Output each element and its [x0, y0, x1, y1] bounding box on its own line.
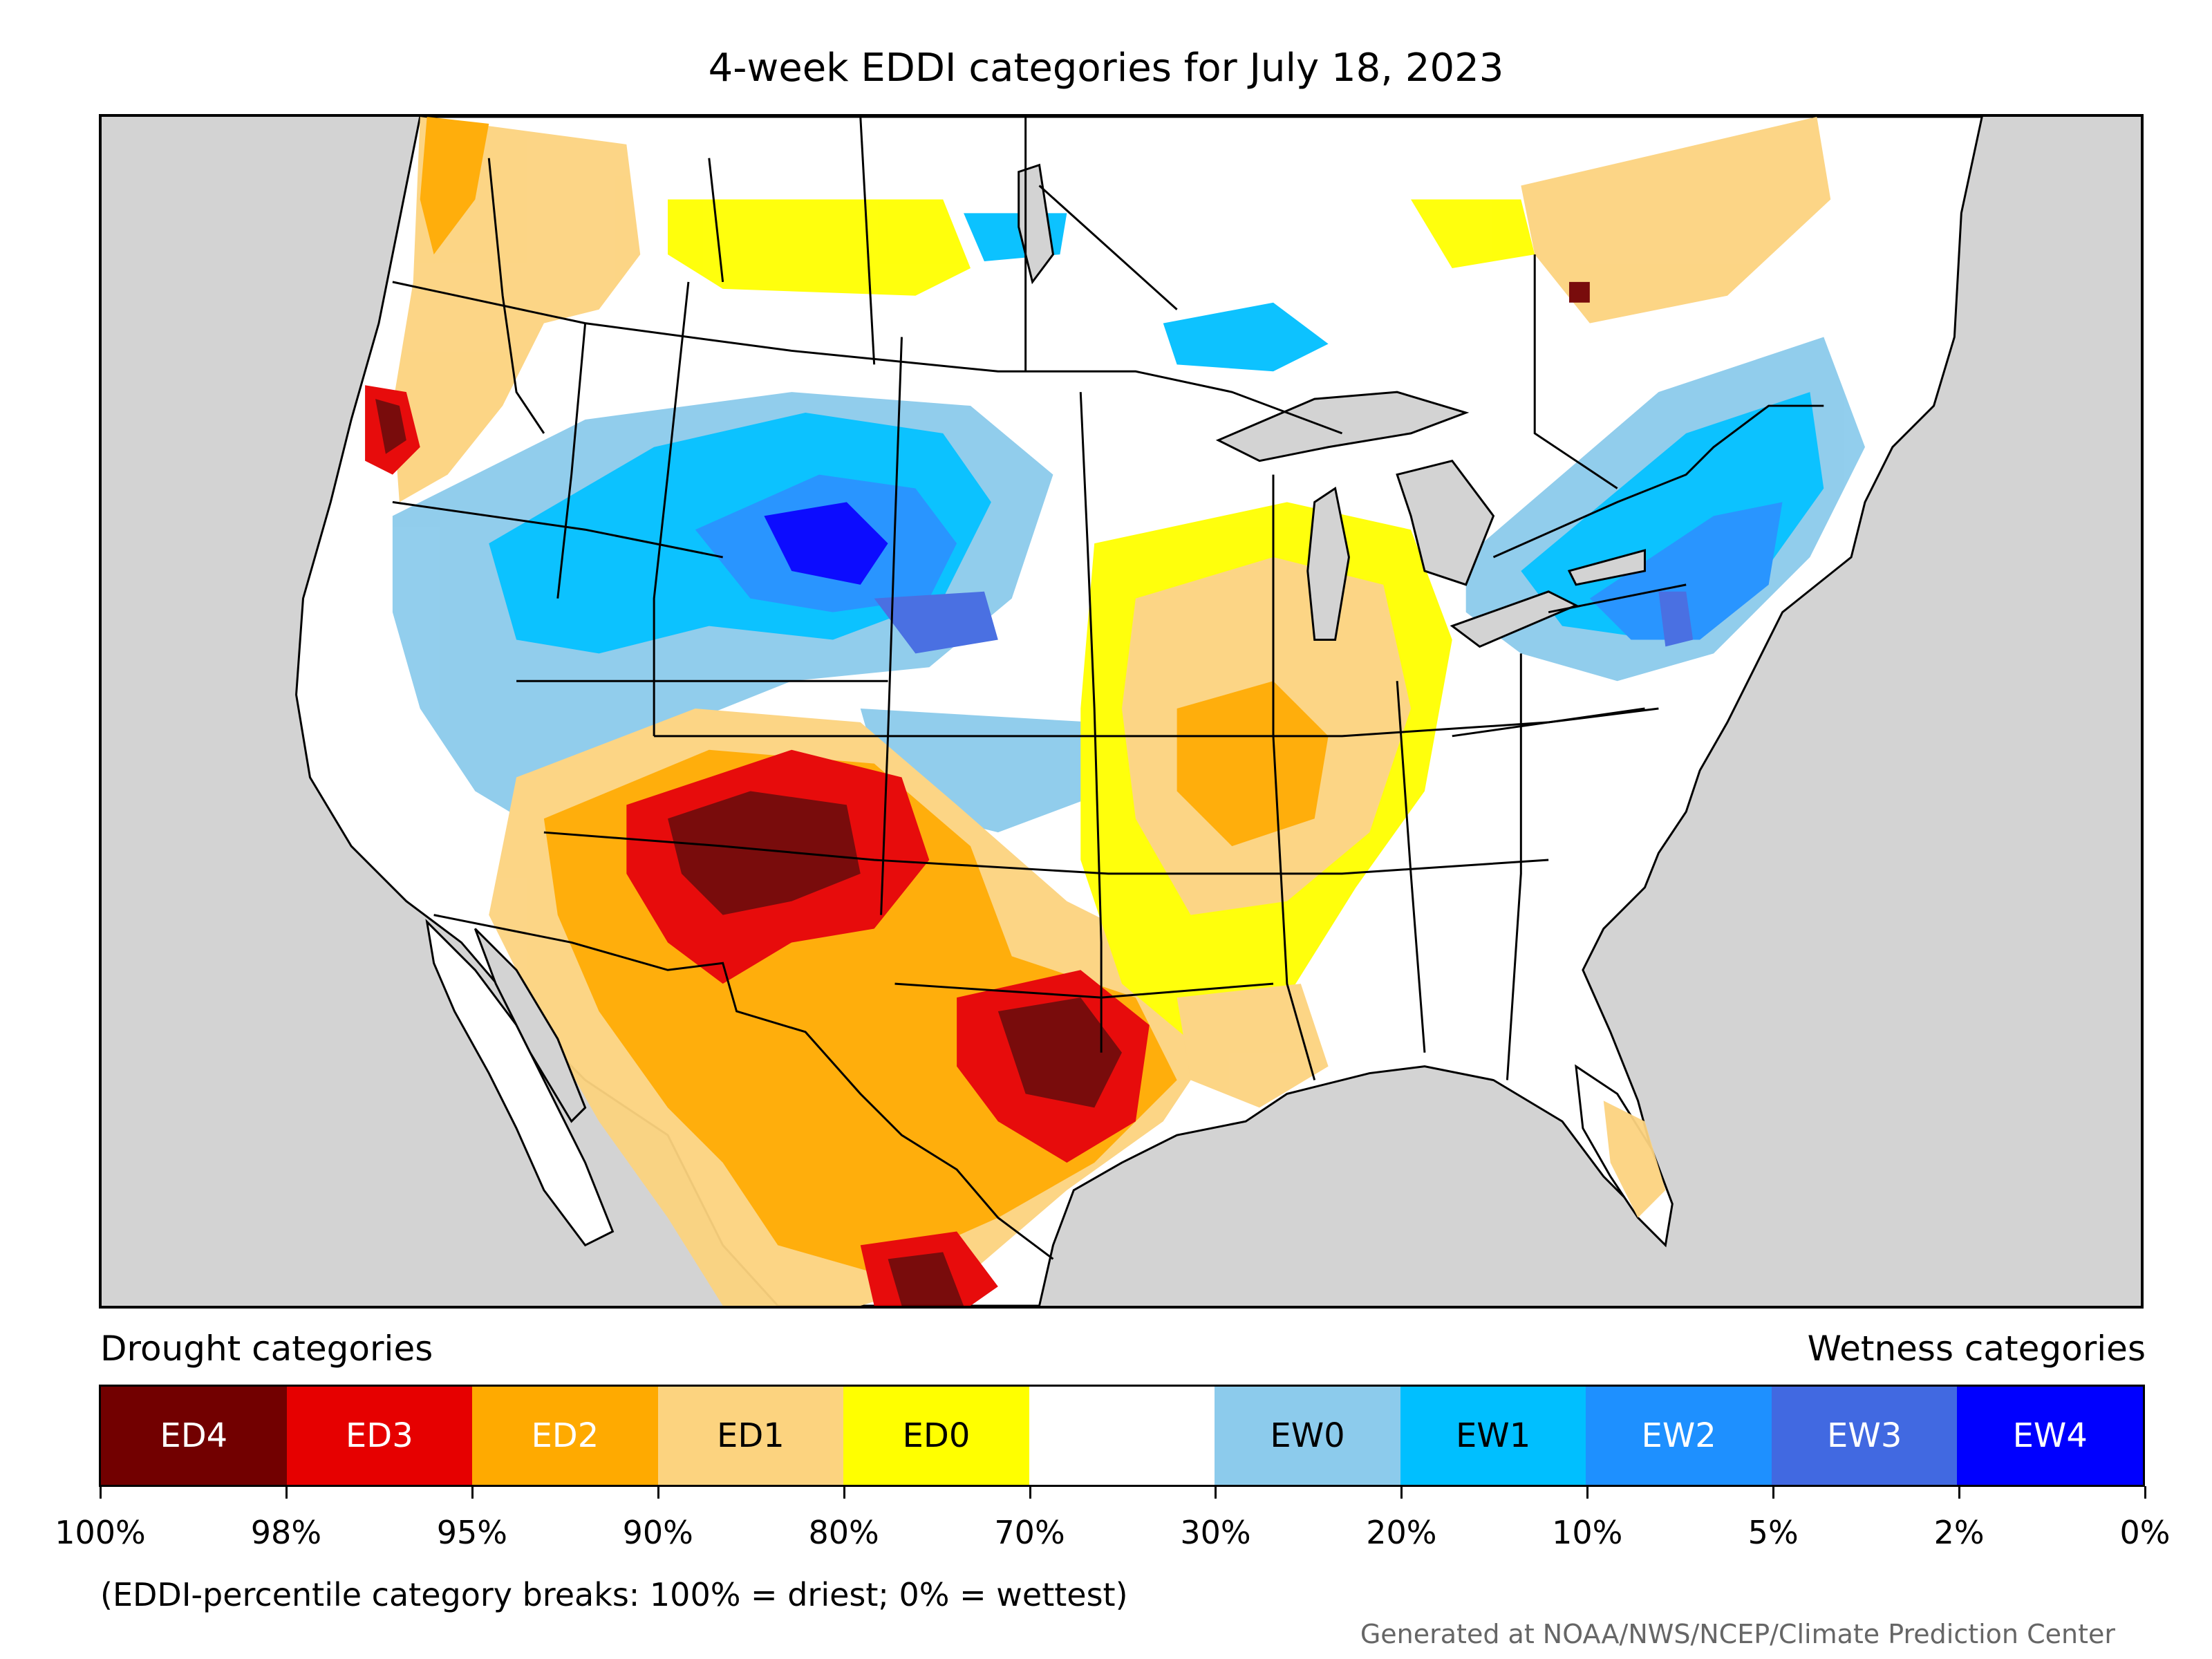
ew3-nebraska: [874, 591, 998, 654]
lake-michigan: [1306, 487, 1350, 641]
ed4-oregon: [375, 399, 406, 454]
category-swatch-ed3: ED3: [286, 1387, 473, 1485]
category-swatch-ed2: ED2: [472, 1387, 658, 1485]
boundary-10: [894, 982, 1274, 999]
category-swatch-normal: [1029, 1387, 1215, 1485]
colorbar-tick: [471, 1486, 474, 1499]
drought-categories-heading: Drought categories: [100, 1329, 433, 1369]
ew1-ontario: [1163, 302, 1329, 372]
colorbar-tick-label: 90%: [622, 1514, 693, 1551]
category-swatch-ew4: EW4: [1957, 1387, 2144, 1485]
lake-ontario: [1567, 549, 1646, 586]
colorbar-tick-label: 95%: [436, 1514, 507, 1551]
ed1-louisiana: [1177, 984, 1329, 1108]
colorbar-tick: [285, 1486, 288, 1499]
ed4-mexico-south: [888, 1252, 964, 1306]
ew2-northeast: [1589, 502, 1783, 640]
ed2-missouri: [1177, 681, 1329, 847]
boundary-14: [1452, 707, 1645, 738]
boundary-9: [543, 831, 1549, 875]
colorbar-tick: [657, 1486, 659, 1499]
boundary-6: [392, 500, 723, 559]
boundary-2: [556, 323, 587, 599]
boundary-12: [1396, 681, 1426, 1053]
category-swatch-ew2: EW2: [1586, 1387, 1772, 1485]
us-canada-border-east: [1492, 404, 1824, 559]
colorbar-tick: [1958, 1486, 1961, 1499]
colorbar-tick: [1586, 1486, 1589, 1499]
lake-superior: [1215, 391, 1470, 462]
ed1-quebec: [1521, 117, 1831, 324]
boundary-3: [653, 281, 690, 736]
colorbar-tick-label: 20%: [1366, 1514, 1437, 1551]
water-bodies: [474, 163, 1646, 1123]
colorbar-tick-label: 10%: [1552, 1514, 1623, 1551]
ed1-florida: [1603, 1100, 1666, 1218]
boundary-5: [1079, 392, 1103, 1053]
category-shading: [365, 117, 1865, 1306]
category-colorbar: ED4 ED3 ED2 ED1 ED0 EW0 EW1 EW2 EW3 EW4: [99, 1385, 2145, 1487]
boundary-20: [1533, 254, 1618, 489]
credit-line: Generated at NOAA/NWS/NCEP/Climate Predi…: [1360, 1619, 2115, 1649]
gulf-of-california: [474, 928, 587, 1123]
colorbar-tick: [843, 1486, 845, 1499]
ed0-canada-west: [668, 199, 971, 296]
ed4-four-corners: [668, 791, 861, 915]
boundary-16: [708, 158, 724, 283]
ew4-wyoming: [764, 502, 888, 585]
colorbar-tick: [2144, 1486, 2146, 1499]
colorbar-tick-label: 30%: [1180, 1514, 1251, 1551]
political-boundaries: [392, 117, 1824, 1260]
boundary-19: [1038, 185, 1178, 310]
map-title: 4-week EDDI categories for July 18, 2023: [708, 46, 1504, 91]
category-swatch-ew0: EW0: [1215, 1387, 1400, 1485]
boundary-15: [1548, 583, 1687, 614]
colorbar-tick-label: 5%: [1747, 1514, 1799, 1551]
colorbar-tick-label: 2%: [1933, 1514, 1985, 1551]
map-canvas: [295, 117, 1983, 1306]
colorbar-ticks: [100, 1486, 2146, 1500]
category-swatch-ew1: EW1: [1400, 1387, 1586, 1485]
category-breaks-note: (EDDI-percentile category breaks: 100% =…: [100, 1576, 1128, 1613]
ed2-pnw: [420, 117, 489, 255]
category-swatch-ew3: EW3: [1771, 1387, 1958, 1485]
colorbar-tick: [1029, 1486, 1031, 1499]
category-swatch-ed0: ED0: [843, 1387, 1029, 1485]
colorbar-tick: [1772, 1486, 1775, 1499]
colorbar-tick-label: 80%: [808, 1514, 879, 1551]
ed4-quebec: [1568, 281, 1590, 303]
colorbar-tick: [1400, 1486, 1403, 1499]
boundary-1: [487, 158, 545, 434]
boundary-11: [1272, 474, 1316, 1080]
colorbar-tick-label: 0%: [2119, 1514, 2171, 1551]
boundary-4: [880, 337, 903, 915]
ed4-texas: [997, 997, 1122, 1108]
lake-winnipeg: [1018, 163, 1055, 285]
eddi-map: [99, 114, 2144, 1309]
colorbar-tick-label: 98%: [250, 1514, 322, 1551]
category-swatch-ed4: ED4: [101, 1387, 287, 1485]
colorbar-tick: [1215, 1486, 1217, 1499]
colorbar-tick: [100, 1486, 102, 1499]
category-swatch-ed1: ED1: [657, 1387, 844, 1485]
us-mexico-border: [433, 914, 1054, 1260]
wetness-categories-heading: Wetness categories: [1807, 1329, 2146, 1369]
colorbar-tick-label: 100%: [55, 1514, 146, 1551]
boundary-17: [859, 117, 876, 365]
ew3-nj: [1658, 591, 1694, 647]
lake-erie: [1450, 590, 1579, 648]
colorbar-tick-label: 70%: [994, 1514, 1065, 1551]
lake-huron: [1396, 459, 1495, 586]
colorbar-tick-labels: 100% 98% 95% 90% 80% 70% 30% 20% 10% 5% 2% 0%: [55, 1514, 2170, 1555]
